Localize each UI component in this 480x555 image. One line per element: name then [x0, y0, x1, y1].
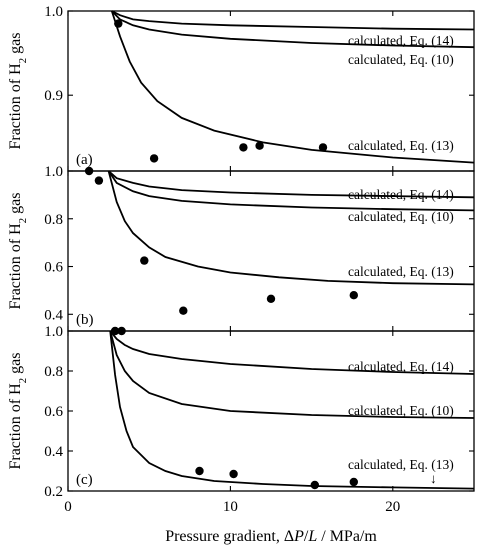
- series-label: calculated, Eq. (14): [348, 187, 454, 202]
- series-label: calculated, Eq. (13): [348, 457, 454, 472]
- series-line: [107, 170, 475, 286]
- x-tick-label: 0: [64, 499, 72, 515]
- data-point: [179, 306, 188, 315]
- y-tick-label: 0.4: [44, 444, 63, 460]
- data-point: [266, 294, 276, 303]
- data-point: [140, 256, 149, 265]
- y-tick-label: 1.0: [44, 164, 63, 180]
- data-point: [114, 19, 123, 28]
- series-label: calculated, Eq. (14): [348, 33, 454, 48]
- data-point: [310, 480, 319, 490]
- y-tick-label: 0.6: [44, 260, 63, 276]
- series-line: [111, 10, 475, 49]
- series-line: [107, 170, 475, 212]
- panel-label: (c): [76, 472, 93, 488]
- data-point: [117, 326, 126, 336]
- y-axis-title: Fraction of H2 gas: [7, 192, 29, 309]
- series-label: calculated, Eq. (13): [348, 138, 454, 153]
- x-tick-label: 20: [385, 499, 400, 515]
- y-tick-label: 1.0: [44, 4, 63, 20]
- y-axis-title: Fraction of H2 gas: [7, 352, 29, 469]
- y-tick-label: 0.4: [44, 307, 63, 323]
- data-point: [195, 466, 204, 476]
- y-tick-label: 0.8: [44, 364, 63, 380]
- panel-label: (a): [76, 152, 93, 168]
- series-line: [109, 330, 475, 419]
- data-point: [255, 141, 264, 150]
- series-label: calculated, Eq. (10): [348, 209, 454, 224]
- y-tick-label: 0.8: [44, 212, 63, 228]
- data-point: [239, 143, 248, 152]
- x-tick-label: 10: [223, 499, 238, 515]
- series-line: [111, 10, 475, 31]
- data-point: [110, 326, 120, 336]
- panel-label: (b): [76, 312, 94, 328]
- y-tick-label: 0.6: [44, 404, 63, 420]
- data-point: [318, 143, 328, 152]
- data-point: [84, 166, 94, 176]
- data-point: [349, 291, 358, 300]
- series-label: calculated, Eq. (10): [348, 403, 454, 418]
- series-line: [110, 10, 475, 164]
- series-label: calculated, Eq. (10): [348, 52, 454, 67]
- data-point: [149, 154, 159, 163]
- y-tick-label: 0.2: [44, 484, 63, 500]
- y-tick-label: 0.9: [44, 88, 63, 104]
- y-axis-title: Fraction of H2 gas: [7, 32, 29, 149]
- series-label: calculated, Eq. (13): [348, 264, 454, 279]
- series-line: [108, 170, 475, 199]
- data-point: [349, 477, 358, 487]
- annotation-arrow: ↓: [430, 471, 437, 486]
- x-axis-title: Pressure gradient, ΔP/L / MPa/m: [165, 528, 377, 545]
- series-label: calculated, Eq. (14): [348, 359, 454, 374]
- y-tick-label: 1.0: [44, 324, 63, 340]
- series-line: [109, 330, 475, 375]
- data-point: [94, 176, 104, 185]
- data-point: [229, 469, 238, 479]
